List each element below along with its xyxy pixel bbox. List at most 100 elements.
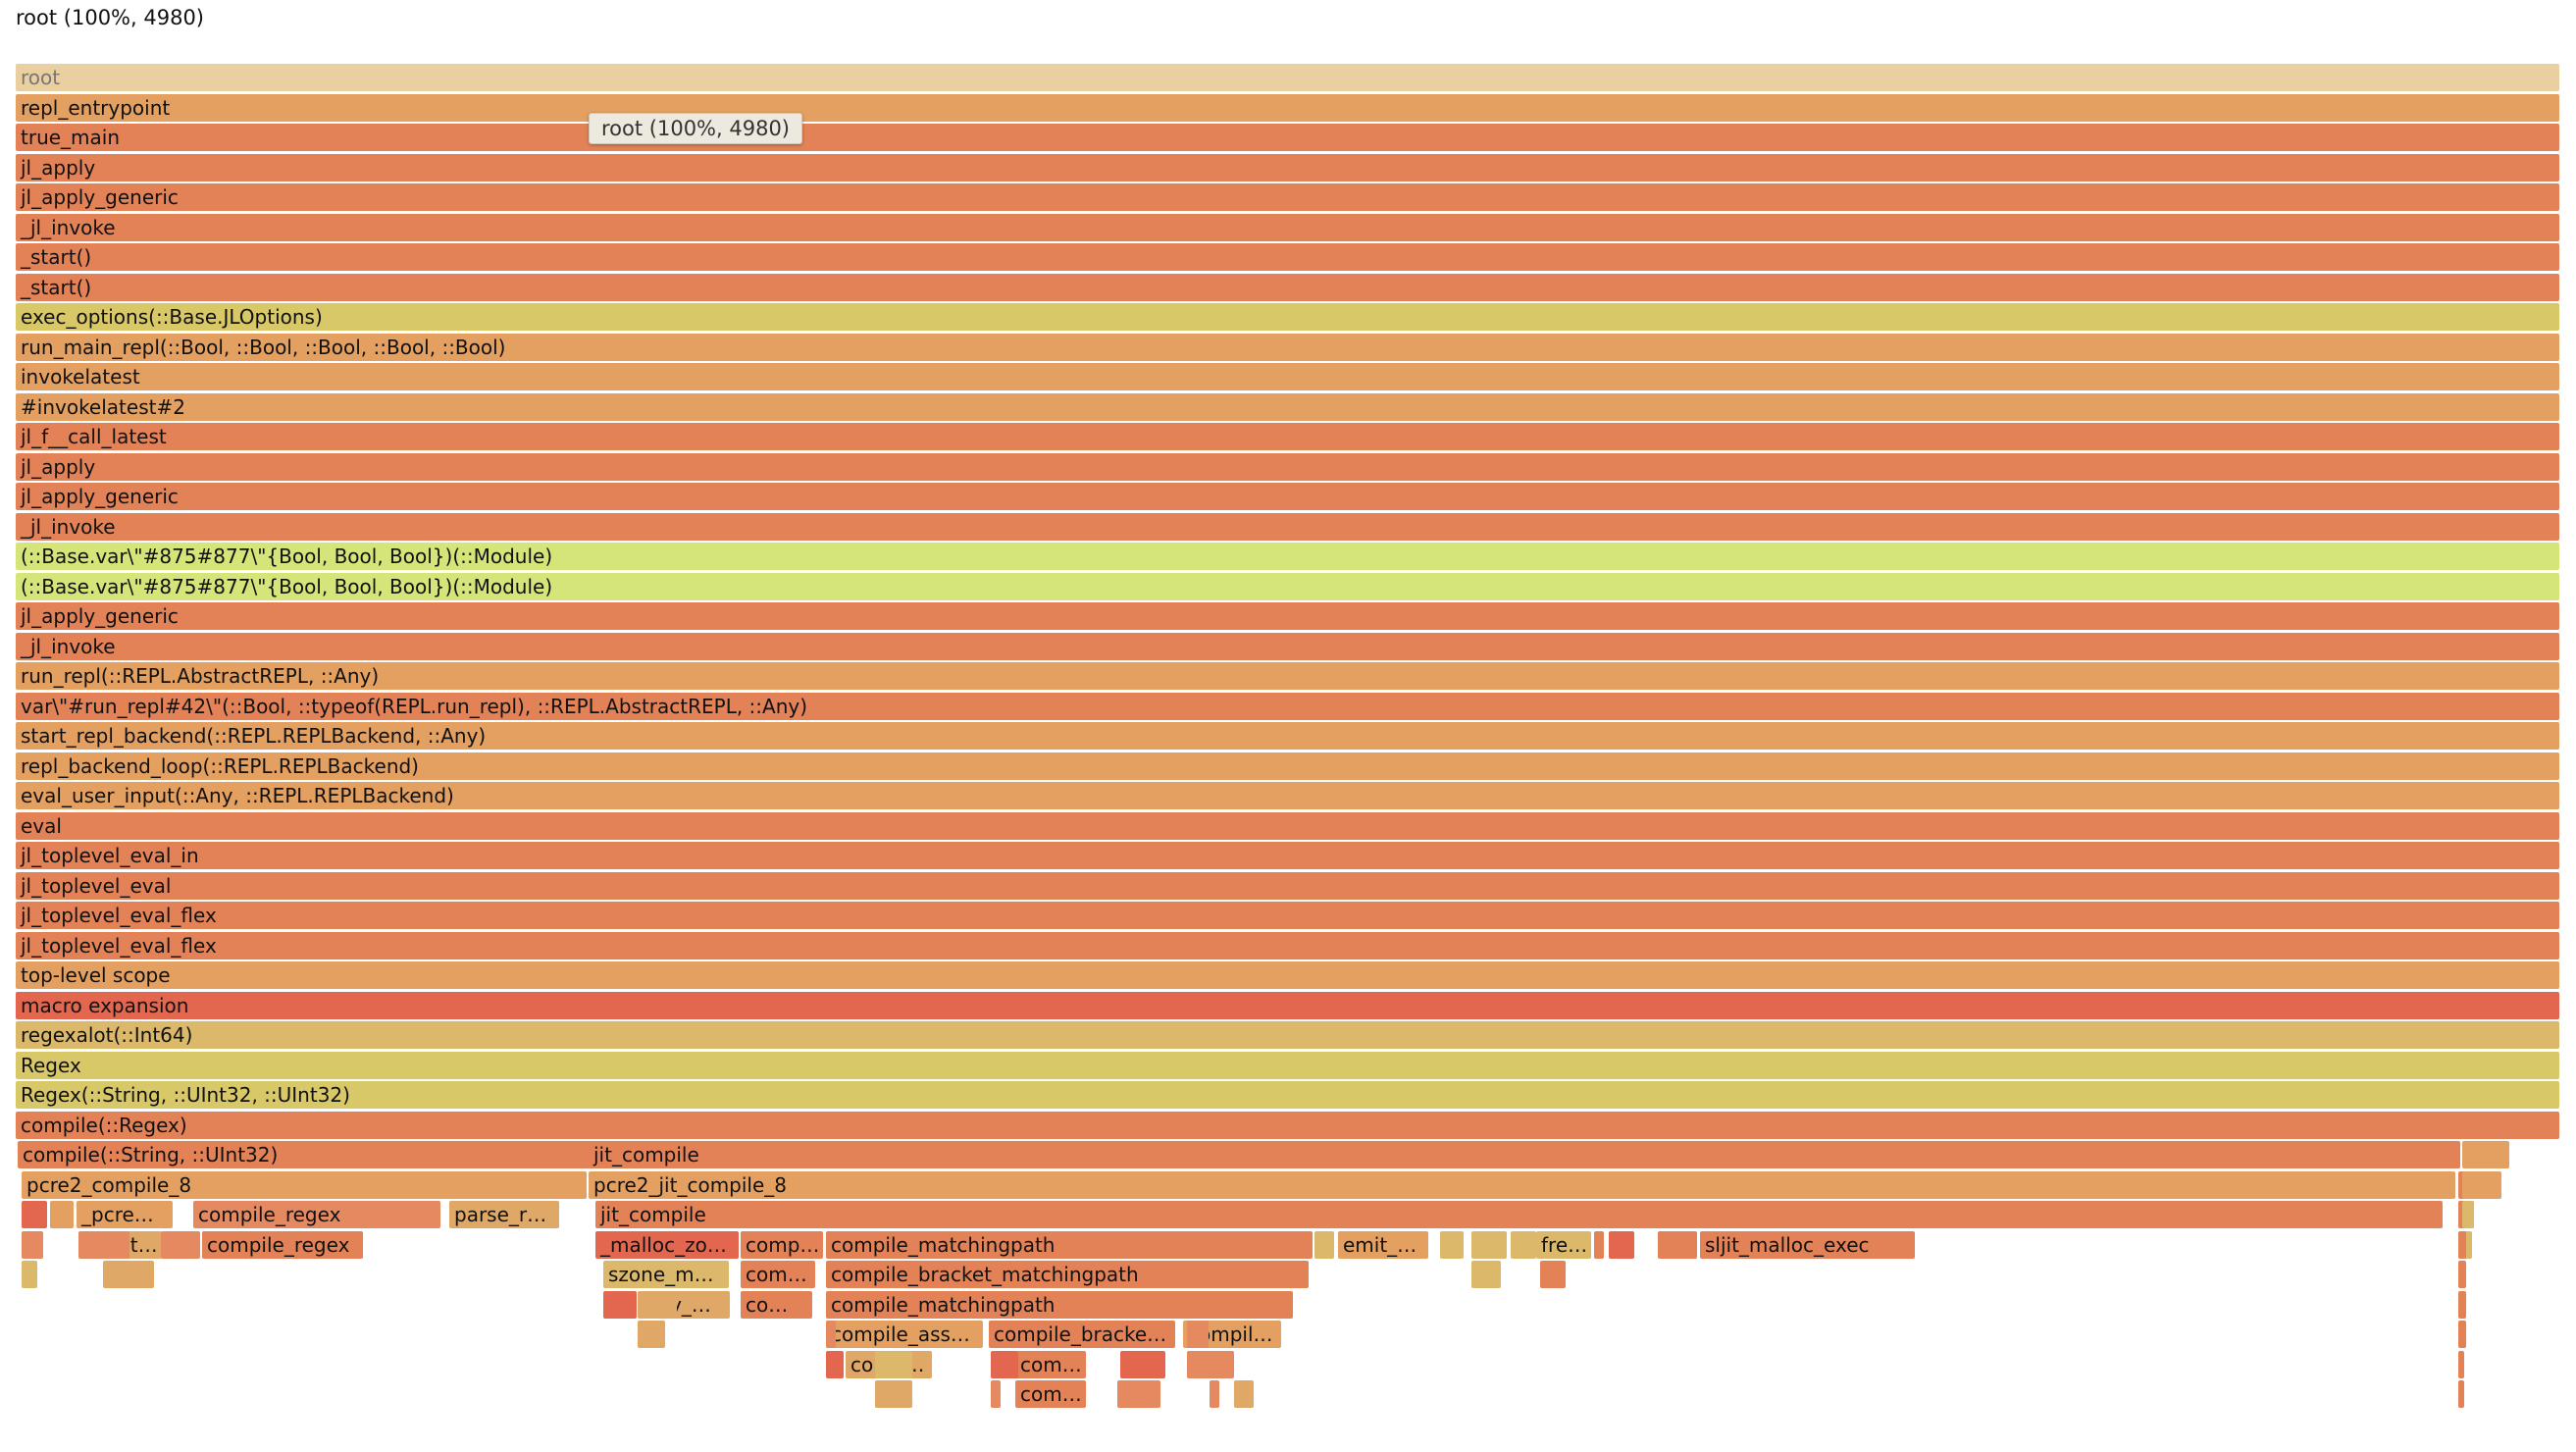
stack-frame[interactable] <box>2462 1201 2474 1228</box>
stack-frame[interactable] <box>1117 1380 1160 1408</box>
stack-frame[interactable] <box>603 1290 637 1319</box>
stack-frame[interactable]: Regex <box>16 1051 2559 1079</box>
stack-frame[interactable]: jl_toplevel_eval_in <box>16 842 2559 869</box>
stack-frame[interactable] <box>826 1321 836 1348</box>
stack-frame[interactable]: pcre2_jit_compile_8 <box>589 1170 2455 1199</box>
stack-frame[interactable]: emit_… <box>1338 1230 1428 1259</box>
stack-frame[interactable]: exec_options(::Base.JLOptions) <box>16 303 2559 331</box>
stack-frame[interactable]: compile_matchingpath <box>826 1290 1293 1319</box>
stack-frame[interactable] <box>2458 1380 2464 1408</box>
stack-frame[interactable]: jl_apply <box>16 153 2559 182</box>
stack-frame[interactable]: eval_user_input(::Any, ::REPL.REPLBacken… <box>16 782 2559 809</box>
stack-frame[interactable]: #invokelatest#2 <box>16 392 2559 421</box>
stack-frame[interactable]: jit_compile <box>589 1141 2460 1168</box>
stack-frame[interactable]: sljit_malloc_exec <box>1700 1230 1915 1259</box>
stack-frame[interactable]: com… <box>1015 1350 1086 1378</box>
stack-frame[interactable]: compile_regex <box>193 1201 440 1228</box>
stack-frame[interactable]: jit_compile <box>595 1201 2443 1228</box>
stack-frame[interactable]: top-level scope <box>16 961 2559 989</box>
stack-frame[interactable]: _malloc_zo… <box>595 1230 739 1259</box>
stack-frame[interactable]: compile_bracke… <box>989 1321 1175 1348</box>
stack-frame[interactable] <box>1120 1350 1165 1378</box>
stack-frame[interactable] <box>638 1290 677 1319</box>
stack-frame[interactable]: _jl_invoke <box>16 213 2559 241</box>
stack-frame[interactable]: jl_apply_generic <box>16 183 2559 211</box>
stack-frame[interactable] <box>2458 1321 2466 1348</box>
stack-frame[interactable]: jl_toplevel_eval <box>16 871 2559 900</box>
stack-frame[interactable] <box>1540 1261 1566 1288</box>
stack-frame[interactable] <box>875 1350 912 1378</box>
stack-frame[interactable] <box>1210 1380 1219 1408</box>
stack-frame[interactable]: parse_r… <box>449 1201 559 1228</box>
stack-frame[interactable]: compile_matchingpath <box>826 1230 1313 1259</box>
stack-frame[interactable] <box>991 1350 1018 1378</box>
stack-frame[interactable]: start_repl_backend(::REPL.REPLBackend, :… <box>16 722 2559 750</box>
stack-frame[interactable] <box>1440 1230 1464 1259</box>
stack-frame[interactable]: repl_backend_loop(::REPL.REPLBackend) <box>16 752 2559 780</box>
stack-frame[interactable]: compile_ass… <box>826 1321 983 1348</box>
stack-frame[interactable] <box>2458 1261 2466 1288</box>
stack-frame[interactable] <box>161 1230 200 1259</box>
stack-frame[interactable] <box>22 1261 37 1288</box>
stack-frame[interactable] <box>2462 1141 2509 1168</box>
stack-frame[interactable]: compile_bracket_matchingpath <box>826 1261 1309 1288</box>
stack-frame[interactable]: com… <box>1015 1380 1086 1408</box>
stack-frame[interactable] <box>78 1230 129 1259</box>
stack-frame[interactable]: szone_m… <box>603 1261 729 1288</box>
stack-frame[interactable]: repl_entrypoint <box>16 93 2559 122</box>
stack-frame[interactable]: jl_apply_generic <box>16 483 2559 510</box>
stack-frame[interactable]: macro expansion <box>16 991 2559 1019</box>
stack-frame[interactable]: jl_toplevel_eval_flex <box>16 931 2559 959</box>
stack-frame[interactable]: _start() <box>16 273 2559 301</box>
stack-frame[interactable]: pcre2_compile_8 <box>22 1170 587 1199</box>
stack-frame[interactable] <box>1609 1230 1634 1259</box>
stack-frame[interactable]: run_main_repl(::Bool, ::Bool, ::Bool, ::… <box>16 333 2559 361</box>
stack-frame[interactable]: _start() <box>16 243 2559 271</box>
stack-frame[interactable] <box>2458 1350 2464 1378</box>
stack-frame[interactable] <box>1594 1230 1604 1259</box>
stack-frame[interactable]: compile_regex <box>202 1230 363 1259</box>
stack-frame[interactable]: (::Base.var\"#875#877\"{Bool, Bool, Bool… <box>16 572 2559 600</box>
stack-frame[interactable] <box>875 1380 912 1408</box>
stack-frame[interactable]: jl_apply_generic <box>16 602 2559 630</box>
stack-frame[interactable] <box>22 1230 43 1259</box>
stack-frame[interactable]: fre… <box>1536 1230 1591 1259</box>
stack-frame[interactable]: compile(::Regex) <box>16 1111 2559 1139</box>
stack-frame[interactable] <box>2462 1170 2501 1199</box>
stack-frame[interactable]: _jl_invoke <box>16 512 2559 541</box>
stack-frame[interactable] <box>103 1261 154 1288</box>
stack-frame[interactable] <box>1658 1230 1697 1259</box>
stack-frame[interactable]: Regex(::String, ::UInt32, ::UInt32) <box>16 1081 2559 1109</box>
root-frame[interactable]: root <box>16 64 2559 91</box>
stack-frame[interactable] <box>1187 1321 1209 1348</box>
stack-frame[interactable] <box>638 1321 665 1348</box>
stack-frame[interactable]: var\"#run_repl#42\"(::Bool, ::typeof(REP… <box>16 692 2559 720</box>
stack-frame[interactable] <box>1511 1230 1536 1259</box>
stack-frame[interactable]: (::Base.var\"#875#877\"{Bool, Bool, Bool… <box>16 543 2559 570</box>
stack-frame[interactable]: run_repl(::REPL.AbstractREPL, ::Any) <box>16 662 2559 690</box>
stack-frame[interactable] <box>1471 1230 1507 1259</box>
stack-frame[interactable]: comp… <box>741 1230 823 1259</box>
stack-frame[interactable] <box>1234 1380 1254 1408</box>
stack-frame[interactable]: co… <box>741 1290 812 1319</box>
stack-frame[interactable] <box>2458 1230 2466 1259</box>
stack-frame[interactable]: regexalot(::Int64) <box>16 1021 2559 1049</box>
stack-frame[interactable] <box>1471 1261 1501 1288</box>
stack-frame[interactable] <box>2458 1290 2466 1319</box>
stack-frame[interactable] <box>50 1201 74 1228</box>
stack-frame[interactable]: eval <box>16 811 2559 840</box>
stack-frame[interactable]: jl_apply <box>16 452 2559 481</box>
stack-frame[interactable]: jl_toplevel_eval_flex <box>16 902 2559 929</box>
stack-frame[interactable]: _jl_invoke <box>16 632 2559 660</box>
stack-frame[interactable]: compile(::String, ::UInt32) <box>18 1141 591 1168</box>
stack-frame[interactable] <box>1187 1350 1234 1378</box>
stack-frame[interactable]: true_main <box>16 124 2559 151</box>
stack-frame[interactable]: _pcre… <box>77 1201 173 1228</box>
stack-frame[interactable]: com… <box>741 1261 815 1288</box>
stack-frame[interactable] <box>991 1380 1001 1408</box>
stack-frame[interactable] <box>1314 1230 1334 1259</box>
stack-frame[interactable]: invokelatest <box>16 363 2559 390</box>
stack-frame[interactable] <box>826 1350 844 1378</box>
stack-frame[interactable] <box>22 1201 47 1228</box>
